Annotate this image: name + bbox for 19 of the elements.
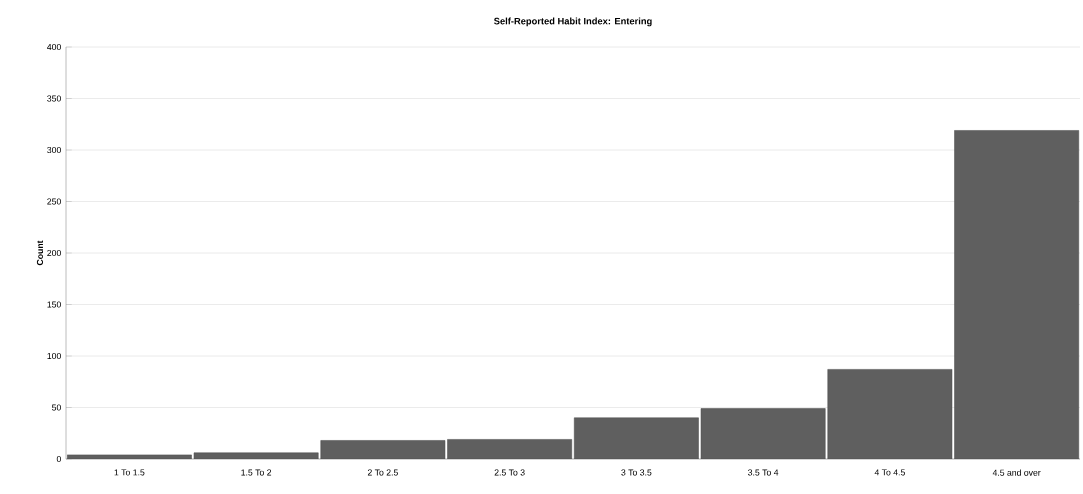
x-tick-label: 4.5 and over [992,469,1041,476]
y-tick-label: 50 [52,404,61,411]
x-tick-label: 2.5 To 3 [494,469,525,476]
y-tick-label: 200 [47,249,61,257]
y-tick-label: 250 [47,198,61,205]
x-tick-label: 4 To 4.5 [874,469,905,476]
x-tick-label: 1.5 To 2 [241,469,272,476]
chart-title: Self-Reported Habit Index: Entering [494,17,652,27]
x-tick-label: 3.5 To 4 [748,469,779,476]
x-tick-label: 1 To 1.5 [114,469,145,476]
y-tick-label: 0 [56,455,61,463]
y-tick-label: 300 [47,146,61,154]
x-tick-label: 2 To 2.5 [367,469,398,476]
y-tick-label: 100 [47,352,61,360]
y-tick-label: 350 [47,95,61,102]
y-axis-title: Count [36,240,44,266]
x-tick-label: 3 To 3.5 [621,469,652,476]
y-tick-label: 150 [47,301,61,308]
y-tick-label: 400 [47,43,61,51]
